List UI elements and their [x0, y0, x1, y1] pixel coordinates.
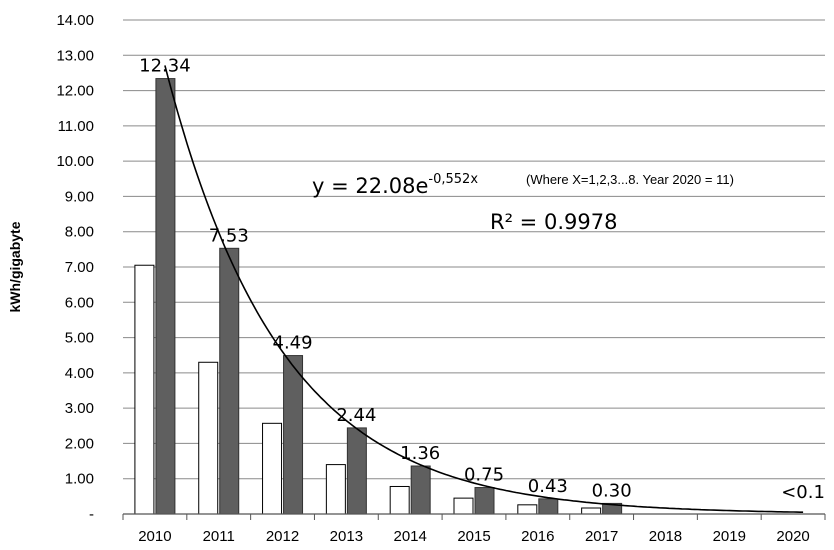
y-tick-label: 4.00 — [65, 365, 94, 382]
x-tick-label: 2012 — [266, 528, 299, 545]
y-tick-label: - — [89, 506, 94, 523]
bars — [134, 78, 623, 515]
bar-gray — [410, 465, 431, 515]
y-tick-label: 8.00 — [65, 224, 94, 241]
trend-equation: y = 22.08e-0,552x — [312, 172, 478, 198]
data-label: 0.75 — [464, 465, 504, 486]
y-tick-label: 11.00 — [58, 118, 94, 135]
equation-note: (Where X=1,2,3...8. Year 2020 = 11) — [526, 172, 734, 187]
x-axis-ticks: 2010 2011 2012 2013 2014 2015 2016 2017 2018 2019… — [122, 514, 826, 545]
y-tick-label: 2.00 — [65, 435, 94, 452]
bar-gray — [219, 247, 240, 515]
y-tick-label: 14.00 — [56, 12, 94, 29]
data-labels: 12.34 7.53 4.49 2.44 1.36 0.75 0.43 0.30 <0.1 — [139, 56, 825, 503]
r-squared: R² = 0.9978 — [490, 210, 617, 234]
bar-gray — [538, 498, 559, 515]
bar-white — [134, 264, 155, 515]
bar-white — [581, 507, 602, 515]
y-tick-label: 3.00 — [65, 400, 94, 417]
bar-white — [453, 497, 474, 515]
y-tick-label: 9.00 — [65, 188, 94, 205]
data-label: 1.36 — [400, 443, 440, 464]
y-tick-label: 5.00 — [65, 330, 94, 347]
x-tick-label: 2016 — [521, 528, 554, 545]
data-label: 7.53 — [209, 225, 249, 246]
x-tick-label: 2013 — [330, 528, 363, 545]
data-label: <0.1 — [781, 482, 825, 503]
bar-gray — [283, 355, 304, 515]
bar-white — [262, 422, 283, 515]
y-tick-label: 1.00 — [65, 471, 94, 488]
x-tick-label: 2018 — [649, 528, 682, 545]
y-tick-label: 6.00 — [65, 294, 94, 311]
bar-gray — [155, 78, 176, 515]
data-label: 0.43 — [528, 476, 568, 497]
y-tick-label: 7.00 — [65, 259, 94, 276]
bar-white — [389, 485, 410, 515]
y-tick-label: 10.00 — [56, 153, 94, 170]
bar-white — [198, 361, 219, 515]
x-tick-label: 2011 — [203, 528, 235, 545]
x-tick-label: 2020 — [776, 528, 809, 545]
y-axis-label: kWh/gigabyte — [7, 221, 23, 312]
y-axis-ticks: - 1.00 2.00 3.00 4.00 5.00 6.00 7.00 8.00 9.00 10.… — [56, 12, 94, 523]
data-label: 0.30 — [592, 480, 632, 501]
bar-gray — [474, 487, 495, 515]
bar-gray — [346, 427, 367, 515]
data-label: 12.34 — [139, 56, 191, 77]
bar-white — [325, 464, 346, 515]
x-tick-label: 2015 — [457, 528, 490, 545]
x-tick-label: 2010 — [138, 528, 171, 545]
x-tick-label: 2017 — [585, 528, 618, 545]
data-label: 2.44 — [336, 405, 376, 426]
y-tick-label: 13.00 — [56, 47, 94, 64]
x-tick-label: 2014 — [393, 528, 426, 545]
x-tick-label: 2019 — [713, 528, 746, 545]
grid-lines — [123, 19, 825, 480]
data-label: 4.49 — [273, 333, 313, 354]
trendline — [164, 65, 804, 513]
y-tick-label: 12.00 — [56, 83, 94, 100]
bar-white — [517, 504, 538, 515]
